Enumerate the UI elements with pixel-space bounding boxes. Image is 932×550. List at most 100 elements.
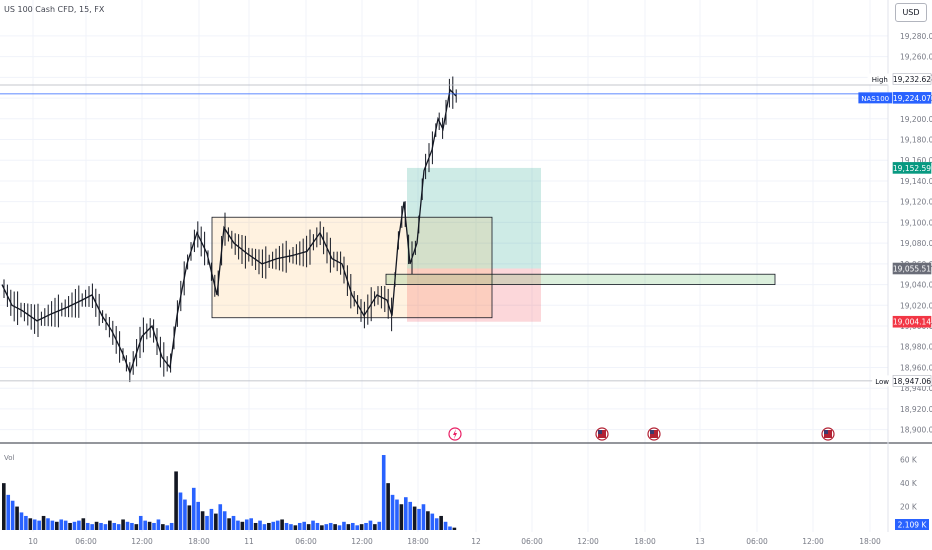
nas100-value-bg (892, 92, 932, 104)
us-flag-icon[interactable] (821, 427, 835, 441)
time-tick-label: 12 (471, 537, 481, 546)
volume-bar (227, 518, 231, 530)
volume-bar (200, 511, 205, 530)
volume-bar (249, 518, 253, 530)
symbol-title: US 100 Cash CFD, 15, FX (4, 5, 105, 14)
volume-bar (368, 520, 373, 530)
volume-bar (116, 524, 121, 530)
volume-bar (191, 487, 196, 530)
long-position-stop-zone (407, 268, 541, 322)
price-tick-label: 19,160.00 (900, 156, 932, 165)
time-tick-label: 12:00 (131, 537, 153, 546)
volume-bar (81, 518, 86, 530)
volume-bar (262, 524, 267, 530)
drawing-tools (211, 167, 776, 322)
volume-bar (289, 524, 293, 530)
volume-bar (240, 521, 245, 530)
nas100-price-label: 19,224.07 NAS100 (858, 92, 932, 104)
price-tick-label: 18,960.00 (900, 363, 932, 372)
volume-bar (94, 521, 99, 530)
volume-bar (293, 525, 298, 530)
volume-bar (333, 524, 337, 530)
volume-bar (77, 520, 81, 530)
volume-bar (55, 521, 59, 530)
price-tick-label: 18,980.00 (900, 343, 932, 352)
volume-bar (403, 497, 408, 530)
volume-bar (297, 522, 302, 530)
volume-bar (253, 522, 258, 530)
volume-bar (72, 521, 77, 530)
price-tick-label: 19,260.00 (900, 53, 932, 62)
price-labels: 19,232.62High19,224.07NAS10019,152.5919,… (858, 73, 932, 387)
volume-bar (359, 524, 364, 530)
volume-bar (218, 504, 223, 530)
volume-bar (373, 524, 377, 530)
volume-bar (10, 500, 15, 530)
flash-icon[interactable] (448, 427, 462, 441)
volume-bar (231, 515, 236, 530)
volume-bar (37, 520, 41, 530)
time-tick-label: 06:00 (75, 537, 97, 546)
volume-bar (152, 522, 156, 530)
volume-bar (452, 527, 457, 530)
volume-bar (187, 505, 192, 530)
volume-bar (346, 524, 351, 530)
volume-bar (324, 524, 329, 530)
volume-bar (19, 512, 24, 530)
volume-bar (315, 522, 320, 530)
long-position-target-zone (407, 167, 541, 269)
volume-bar (103, 524, 108, 530)
volume-bar (165, 525, 170, 530)
volume-bar (320, 525, 324, 530)
high-tag: High (872, 76, 888, 84)
us-flag-icon[interactable] (647, 427, 661, 441)
volume-bar (205, 515, 209, 530)
stop-value-bg (892, 315, 932, 328)
price-tick-label: 19,080.00 (900, 239, 932, 248)
stop-value: 19,004.14 (893, 318, 931, 327)
time-tick-label: 06:00 (521, 537, 543, 546)
high-tag-bg (867, 73, 892, 85)
volume-tick-label: 40 K (900, 479, 918, 488)
volume-bar (426, 511, 430, 530)
volume-bar (381, 455, 386, 530)
volume-bar (134, 524, 139, 530)
flag-canton (650, 430, 654, 434)
volume-bar (196, 501, 200, 530)
volume-bar (209, 508, 214, 530)
volume-bar (236, 520, 240, 530)
us-flag-icon[interactable] (595, 427, 609, 441)
time-tick-label: 12:00 (351, 537, 373, 546)
volume-bar (143, 520, 147, 530)
volume-bar (386, 483, 390, 530)
volume-bar (214, 513, 218, 530)
flag-canton (824, 430, 828, 434)
currency-button[interactable]: USD (895, 3, 927, 22)
level-lines (0, 84, 888, 382)
price-tick-label: 19,020.00 (900, 301, 932, 310)
volume-bar (108, 520, 112, 530)
volume-bar (430, 513, 435, 530)
volume-bar (68, 522, 72, 530)
volume-bar (399, 504, 404, 530)
zone-rectangle (385, 273, 776, 285)
volume-bar (138, 515, 143, 530)
volume-bar (147, 521, 152, 530)
volume-bar (2, 483, 6, 530)
volume-bar (50, 520, 55, 530)
volume-bar (421, 504, 426, 530)
low-value-bg (892, 375, 932, 387)
time-tick-label: 18:00 (634, 537, 656, 546)
volume-bar (24, 515, 28, 530)
price-series (1, 76, 457, 383)
target-value-bg (892, 162, 932, 174)
price-tick-label: 19,040.00 (900, 281, 932, 290)
time-tick-label: 18:00 (188, 537, 210, 546)
price-tick-label: 19,280.00 (900, 32, 932, 41)
time-tick-label: 18:00 (859, 537, 881, 546)
volume-bar (178, 492, 183, 530)
volume-bar (395, 499, 399, 530)
flag-canton (598, 430, 602, 434)
high-price-label: 19,232.62 High (867, 73, 931, 85)
